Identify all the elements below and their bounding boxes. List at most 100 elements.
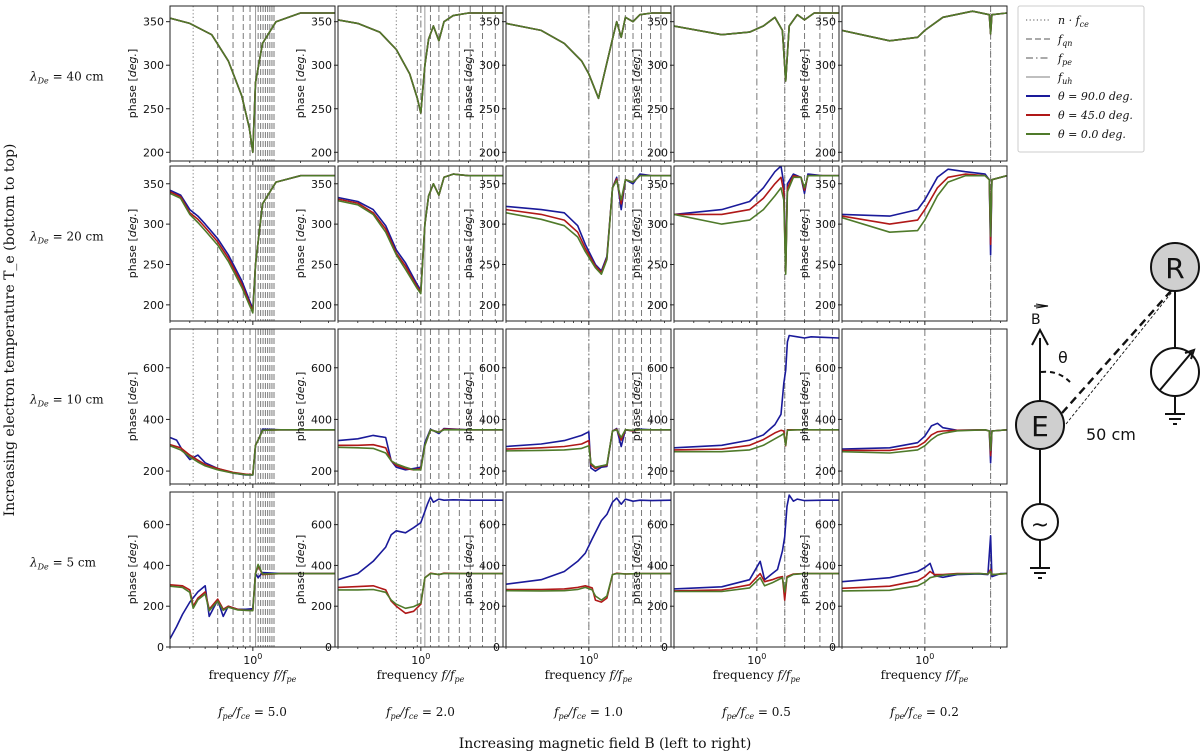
theta-label: θ bbox=[1058, 348, 1068, 367]
series-line-theta-90 bbox=[674, 494, 839, 590]
y-tick-label: 600 bbox=[143, 362, 164, 375]
series-line-theta-0 bbox=[674, 12, 839, 82]
y-tick-label: 250 bbox=[647, 258, 668, 271]
y-axis-label: phase [deg.] bbox=[126, 209, 139, 279]
series-line-theta-0 bbox=[842, 570, 1007, 592]
y-tick-label: 200 bbox=[479, 465, 500, 478]
y-tick-label: 350 bbox=[479, 178, 500, 191]
y-axis-label: phase [deg.] bbox=[462, 372, 475, 442]
y-tick-label: 200 bbox=[647, 465, 668, 478]
column-label: fpe/fce = 1.0 bbox=[553, 705, 623, 721]
series-line-theta-0 bbox=[338, 429, 503, 471]
x-axis-title: Increasing magnetic field B (left to rig… bbox=[459, 736, 752, 752]
series-line-theta-0 bbox=[170, 12, 335, 154]
row-label: λDe = 10 cm bbox=[29, 393, 104, 409]
y-tick-label: 250 bbox=[479, 258, 500, 271]
y-tick-label: 250 bbox=[647, 103, 668, 116]
y-tick-label: 400 bbox=[479, 413, 500, 426]
series-line-theta-0 bbox=[506, 429, 671, 468]
series-line-theta-0 bbox=[674, 429, 839, 453]
schematic: B θ 50 cm E ~ R bbox=[1015, 242, 1200, 579]
y-tick-label: 200 bbox=[815, 600, 836, 613]
y-tick-label: 400 bbox=[311, 413, 332, 426]
y-tick-label: 600 bbox=[311, 362, 332, 375]
y-tick-label: 350 bbox=[479, 16, 500, 29]
propagation-path bbox=[1061, 282, 1179, 414]
emitter-icon bbox=[1015, 400, 1065, 450]
panel-r2-c2: 200 250 300 350 phase [deg.] bbox=[294, 165, 504, 325]
series-line-theta-0 bbox=[842, 174, 1007, 237]
y-axis-label: phase [deg.] bbox=[294, 535, 307, 605]
y-tick-label: 400 bbox=[647, 559, 668, 572]
y-tick-label: 400 bbox=[311, 559, 332, 572]
y-tick-label: 0 bbox=[829, 641, 836, 654]
series-line-theta-0 bbox=[170, 429, 335, 476]
y-tick-label: 200 bbox=[815, 299, 836, 312]
series-line-theta-0 bbox=[674, 572, 839, 593]
y-axis-label: phase [deg.] bbox=[630, 535, 643, 605]
x-axis-label: frequency f/fpe bbox=[209, 668, 297, 684]
distance-line bbox=[1065, 291, 1173, 425]
panel-r2-c1: 200 250 300 350 phase [deg.] bbox=[126, 165, 336, 325]
row-label: λDe = 20 cm bbox=[29, 230, 104, 246]
y-tick-label: 0 bbox=[493, 641, 500, 654]
y-tick-label: 600 bbox=[647, 362, 668, 375]
y-tick-label: 200 bbox=[479, 299, 500, 312]
y-axis-label: phase [deg.] bbox=[462, 535, 475, 605]
y-tick-label: 250 bbox=[815, 103, 836, 116]
y-tick-label: 200 bbox=[143, 465, 164, 478]
series-line-theta-45 bbox=[170, 174, 335, 313]
column-label: fpe/fce = 2.0 bbox=[385, 705, 455, 721]
y-tick-label: 250 bbox=[143, 103, 164, 116]
y-tick-label: 600 bbox=[815, 362, 836, 375]
y-tick-label: 350 bbox=[311, 16, 332, 29]
legend-label: fpe bbox=[1057, 52, 1072, 67]
y-tick-label: 350 bbox=[815, 178, 836, 191]
panel-grid: 200 250 300 350 phase [deg.] 200 250 300 350 phas… bbox=[126, 5, 1008, 684]
y-tick-label: 250 bbox=[311, 258, 332, 271]
y-tick-label: 0 bbox=[325, 641, 332, 654]
series-line-theta-90 bbox=[842, 422, 1007, 464]
y-tick-label: 300 bbox=[647, 59, 668, 72]
y-tick-label: 200 bbox=[311, 146, 332, 159]
series-line-theta-90 bbox=[170, 571, 335, 640]
y-tick-label: 300 bbox=[479, 59, 500, 72]
y-axis-label: phase [deg.] bbox=[294, 209, 307, 279]
y-tick-label: 350 bbox=[647, 16, 668, 29]
y-tick-label: 350 bbox=[311, 178, 332, 191]
row-label: λDe = 40 cm bbox=[29, 70, 104, 86]
ac-source-icon bbox=[1021, 503, 1059, 541]
y-axis-title: Increasing electron temperature T_e (bot… bbox=[2, 144, 18, 517]
y-tick-label: 600 bbox=[479, 362, 500, 375]
y-axis-label: phase [deg.] bbox=[798, 209, 811, 279]
column-labels: fpe/fce = 5.0 fpe/fce = 2.0 fpe/fce = 1.0 f… bbox=[217, 705, 959, 721]
y-tick-label: 200 bbox=[311, 600, 332, 613]
series-line-theta-90 bbox=[674, 334, 839, 449]
series-line-theta-45 bbox=[170, 12, 335, 154]
y-tick-label: 300 bbox=[143, 218, 164, 231]
series-line-theta-0 bbox=[338, 572, 503, 610]
y-axis-label: phase [deg.] bbox=[798, 535, 811, 605]
distance-label: 50 cm bbox=[1086, 425, 1136, 444]
legend-label: θ = 45.0 deg. bbox=[1058, 109, 1133, 122]
y-tick-label: 400 bbox=[143, 559, 164, 572]
y-tick-label: 600 bbox=[647, 519, 668, 532]
emitter-label: E bbox=[1031, 410, 1049, 443]
y-tick-label: 400 bbox=[815, 413, 836, 426]
x-axis-label: frequency f/fpe bbox=[545, 668, 633, 684]
series-line-theta-90 bbox=[506, 497, 671, 585]
y-tick-label: 200 bbox=[479, 146, 500, 159]
y-tick-label: 0 bbox=[157, 641, 164, 654]
y-axis-label: phase [deg.] bbox=[126, 49, 139, 119]
y-tick-label: 600 bbox=[311, 519, 332, 532]
y-tick-label: 400 bbox=[479, 559, 500, 572]
x-tick-label: 100 bbox=[243, 652, 262, 667]
y-tick-label: 200 bbox=[143, 299, 164, 312]
x-axis-label: frequency f/fpe bbox=[377, 668, 465, 684]
x-axis-label: frequency f/fpe bbox=[881, 668, 969, 684]
